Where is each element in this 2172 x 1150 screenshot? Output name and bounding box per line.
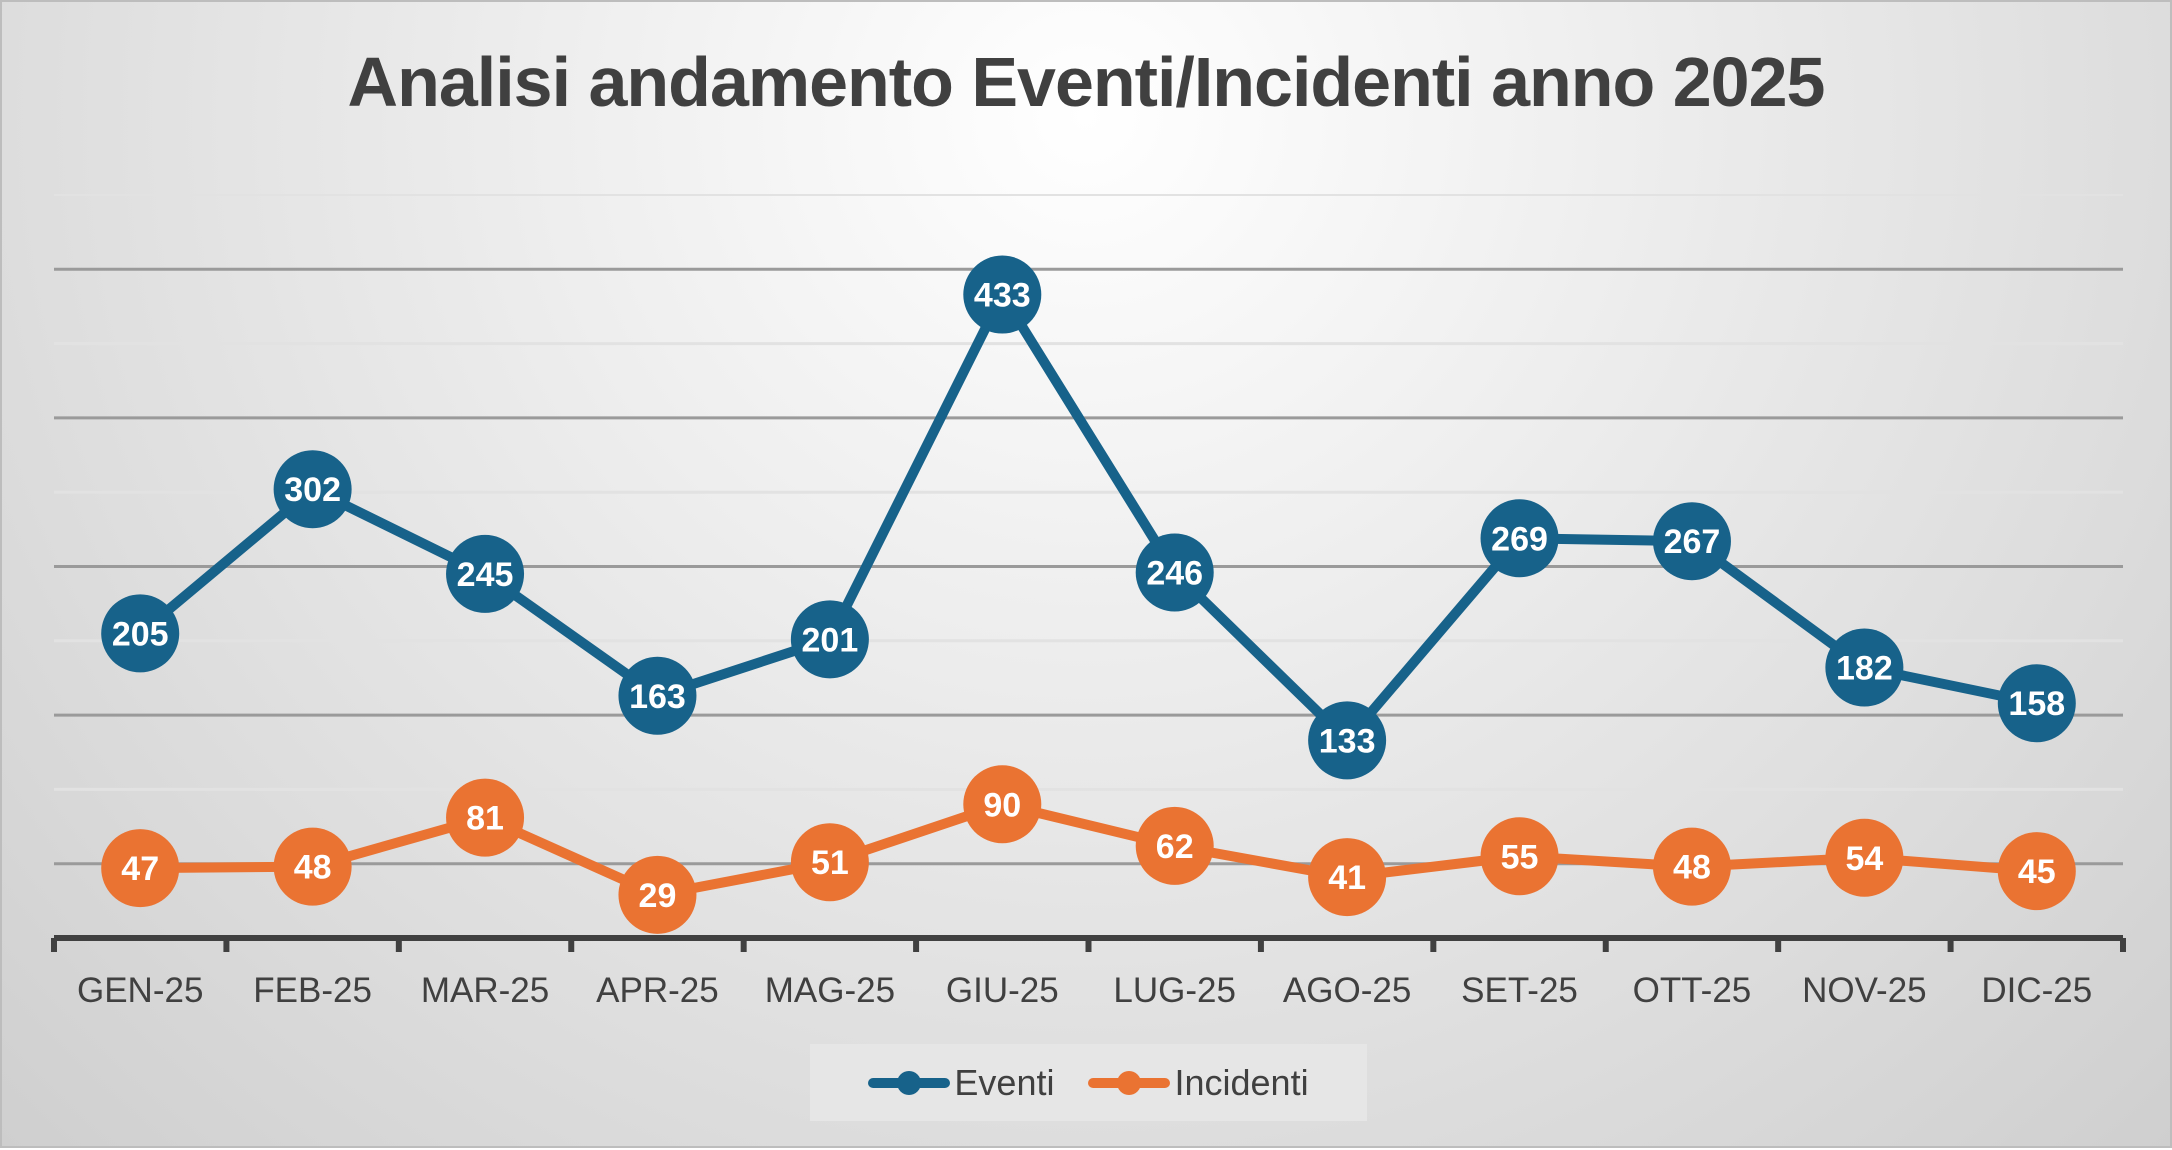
data-label: 54 — [1845, 840, 1883, 878]
data-label: 41 — [1328, 859, 1366, 897]
data-label: 267 — [1664, 523, 1721, 561]
legend-item-eventi: Eventi — [868, 1062, 1054, 1104]
data-label: 201 — [802, 621, 859, 659]
chart-title: Analisi andamento Eventi/Incidenti anno … — [347, 43, 1826, 121]
x-tick-label: APR-25 — [596, 971, 719, 1010]
data-point — [1997, 832, 2076, 911]
data-point — [1308, 838, 1387, 917]
data-label: 48 — [294, 849, 332, 887]
data-point — [1652, 502, 1731, 581]
data-label: 433 — [974, 277, 1031, 315]
series-line-eventi — [137, 289, 2038, 746]
x-tick-label: FEB-25 — [253, 971, 372, 1010]
data-point — [1480, 817, 1559, 896]
x-tick-label: GIU-25 — [946, 971, 1059, 1010]
data-point — [101, 829, 180, 908]
x-tick-label: GEN-25 — [77, 971, 203, 1010]
data-label: 302 — [284, 471, 341, 509]
data-label: 245 — [457, 556, 514, 594]
legend-item-incidenti: Incidenti — [1088, 1061, 1309, 1104]
data-label: 55 — [1501, 838, 1539, 876]
data-label: 163 — [629, 678, 686, 716]
data-label: 246 — [1146, 554, 1203, 592]
data-point — [1825, 818, 1904, 897]
data-point — [1135, 806, 1214, 885]
data-point — [1652, 827, 1731, 906]
data-label: 48 — [1673, 849, 1711, 887]
data-label: 205 — [112, 615, 169, 653]
legend: Eventi Incidenti — [810, 1044, 1367, 1121]
x-tick-label: SET-25 — [1461, 971, 1578, 1010]
data-point — [963, 255, 1042, 334]
data-label: 269 — [1491, 520, 1548, 558]
x-tick-label: NOV-25 — [1802, 971, 1927, 1010]
data-label: 51 — [811, 844, 849, 882]
series-line-incidenti — [140, 799, 2038, 900]
legend-line-icon — [868, 1070, 951, 1095]
data-point — [618, 656, 697, 735]
data-label: 90 — [983, 786, 1021, 824]
data-label: 47 — [121, 850, 159, 888]
data-point — [618, 855, 697, 934]
data-label: 158 — [2008, 685, 2065, 723]
data-label: 29 — [639, 877, 677, 915]
data-point — [1997, 664, 2076, 743]
data-point — [1825, 628, 1904, 707]
legend-label: Incidenti — [1174, 1061, 1309, 1103]
x-tick-label: MAR-25 — [421, 971, 549, 1010]
data-point — [446, 534, 525, 613]
x-tick-label: DIC-25 — [1981, 971, 2092, 1010]
x-tick-label: MAG-25 — [765, 971, 895, 1010]
data-point — [963, 765, 1042, 844]
data-point — [1308, 701, 1387, 780]
x-tick-label: AGO-25 — [1283, 971, 1411, 1010]
data-point — [790, 823, 869, 902]
legend-label: Eventi — [954, 1061, 1055, 1103]
data-label: 133 — [1319, 722, 1376, 760]
data-label: 45 — [2018, 853, 2056, 891]
data-point — [1135, 533, 1214, 612]
data-label: 81 — [466, 800, 504, 838]
data-point — [446, 778, 525, 857]
data-label: 62 — [1156, 828, 1194, 866]
data-point — [790, 600, 869, 679]
data-point — [1480, 499, 1559, 578]
x-tick-label: OTT-25 — [1633, 971, 1752, 1010]
data-point — [273, 827, 352, 906]
legend-line-icon — [1088, 1070, 1171, 1095]
data-point — [273, 450, 352, 529]
x-tick-label: LUG-25 — [1113, 971, 1236, 1010]
data-label: 182 — [1836, 650, 1893, 688]
data-point — [101, 594, 180, 673]
